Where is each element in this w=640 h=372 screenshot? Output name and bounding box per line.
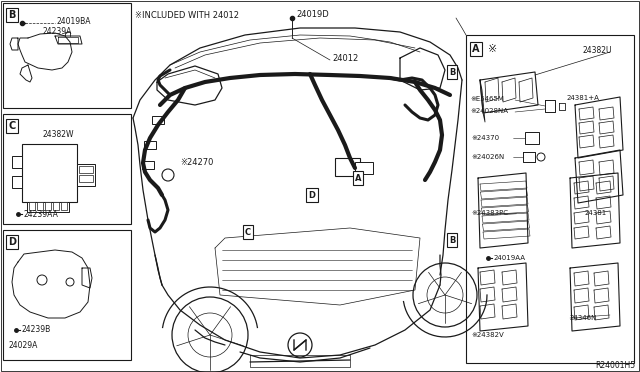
Text: C: C bbox=[8, 121, 15, 131]
Text: B: B bbox=[449, 67, 455, 77]
Text: 24381: 24381 bbox=[585, 210, 607, 216]
Bar bbox=[335, 158, 360, 176]
Text: D: D bbox=[8, 237, 16, 247]
Bar bbox=[142, 161, 154, 169]
Text: ※: ※ bbox=[488, 44, 497, 54]
Bar bbox=[22, 144, 77, 202]
Text: 24019D: 24019D bbox=[296, 10, 329, 19]
Text: 24239AA: 24239AA bbox=[23, 209, 58, 218]
Text: 24012: 24012 bbox=[332, 54, 358, 62]
Bar bbox=[79, 175, 93, 182]
Bar bbox=[77, 164, 95, 186]
Text: 24382U: 24382U bbox=[582, 45, 612, 55]
Text: ※INCLUDED WITH 24012: ※INCLUDED WITH 24012 bbox=[135, 10, 239, 19]
Text: A: A bbox=[355, 173, 361, 183]
Text: ※24383PC: ※24383PC bbox=[471, 210, 508, 216]
Text: 24029A: 24029A bbox=[8, 340, 37, 350]
Bar bbox=[355, 162, 373, 174]
Text: D: D bbox=[308, 190, 316, 199]
Text: C: C bbox=[245, 228, 251, 237]
Text: R24001H5: R24001H5 bbox=[595, 362, 635, 371]
Bar bbox=[3, 230, 131, 360]
Text: 24019AA: 24019AA bbox=[494, 255, 526, 261]
Bar bbox=[3, 3, 131, 108]
Bar bbox=[27, 202, 69, 212]
Bar bbox=[466, 35, 634, 363]
Text: 24019BA: 24019BA bbox=[56, 16, 90, 26]
Bar bbox=[79, 166, 93, 173]
Text: 24382W: 24382W bbox=[42, 129, 74, 138]
Text: ※24370: ※24370 bbox=[471, 135, 499, 141]
Text: B: B bbox=[8, 10, 16, 20]
Text: ※E5465M: ※E5465M bbox=[470, 96, 504, 102]
Text: A: A bbox=[472, 44, 480, 54]
Bar bbox=[53, 202, 59, 210]
Bar bbox=[61, 202, 67, 210]
Bar bbox=[12, 156, 22, 168]
Bar bbox=[45, 202, 51, 210]
Text: ※24026N: ※24026N bbox=[471, 154, 504, 160]
Bar bbox=[152, 116, 164, 124]
Bar bbox=[12, 176, 22, 188]
Bar bbox=[29, 202, 35, 210]
Text: 24239A: 24239A bbox=[42, 26, 72, 35]
Text: B: B bbox=[449, 235, 455, 244]
Text: ※24382V: ※24382V bbox=[471, 332, 504, 338]
Text: ※24028NA: ※24028NA bbox=[470, 108, 508, 114]
Bar bbox=[144, 141, 156, 149]
Text: 24346N: 24346N bbox=[570, 315, 597, 321]
Bar bbox=[3, 114, 131, 224]
Bar bbox=[525, 132, 539, 144]
Text: 24239B: 24239B bbox=[21, 326, 51, 334]
Text: ※24270: ※24270 bbox=[180, 157, 213, 167]
Text: 24381+A: 24381+A bbox=[567, 95, 600, 101]
Bar bbox=[37, 202, 43, 210]
